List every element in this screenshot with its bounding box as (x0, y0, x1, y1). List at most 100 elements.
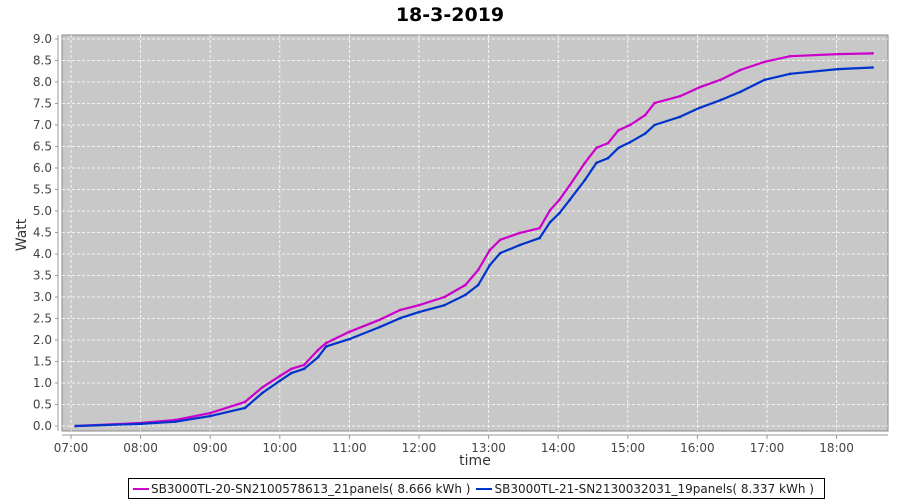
data-point (302, 363, 306, 367)
data-point (443, 295, 446, 299)
data-point (290, 371, 293, 375)
x-tick-label: 16:00 (680, 441, 715, 455)
data-point (302, 367, 306, 371)
data-point (698, 85, 702, 89)
data-point (617, 128, 620, 132)
legend: SB3000TL-20-SN2100578613_21panels( 8.666… (128, 478, 825, 499)
data-point (464, 293, 467, 297)
x-tick-label: 15:00 (611, 441, 646, 455)
data-point (498, 251, 502, 255)
data-point (653, 101, 656, 105)
legend-item: SB3000TL-20-SN2100578613_21panels( 8.666… (133, 482, 470, 496)
y-tick-label: 8.5 (33, 54, 52, 68)
data-point (348, 337, 351, 341)
x-tick-label: 10:00 (263, 441, 298, 455)
y-tick-label: 1.5 (33, 355, 52, 369)
y-tick-label: 0.0 (33, 419, 52, 433)
y-tick-label: 7.0 (33, 118, 52, 132)
data-point (399, 316, 402, 320)
x-tick-label: 18:00 (819, 441, 854, 455)
data-point (788, 54, 792, 58)
data-point (174, 420, 177, 424)
data-point (558, 198, 561, 202)
data-point (606, 141, 610, 145)
x-tick-label: 09:00 (193, 441, 228, 455)
x-tick-label: 17:00 (750, 441, 785, 455)
data-point (399, 308, 402, 312)
data-point (617, 146, 620, 150)
data-point (788, 72, 792, 76)
data-point (324, 345, 328, 348)
data-point (538, 226, 541, 230)
y-tick-label: 3.0 (33, 290, 52, 304)
legend-item: SB3000TL-21-SN2130032031_19panels( 8.337… (476, 481, 814, 496)
y-tick-label: 5.0 (33, 204, 52, 218)
data-point (316, 348, 320, 352)
y-tick-label: 6.5 (33, 140, 52, 154)
data-point (417, 310, 421, 314)
x-tick-label: 13:00 (471, 441, 506, 455)
data-point (290, 367, 293, 371)
y-tick-label: 2.0 (33, 333, 52, 347)
y-tick-label: 1.0 (33, 376, 52, 390)
data-point (518, 231, 522, 235)
data-point (678, 115, 682, 119)
data-point (583, 161, 587, 165)
data-point (488, 248, 492, 252)
data-point (443, 303, 446, 307)
y-tick-label: 9.0 (33, 32, 52, 46)
series-line-1 (75, 52, 873, 428)
data-point (208, 411, 212, 415)
data-point (836, 52, 840, 56)
data-point (871, 52, 874, 55)
y-tick-label: 4.5 (33, 226, 52, 240)
data-point (538, 236, 541, 240)
data-point (74, 424, 77, 428)
y-tick-label: 2.5 (33, 312, 52, 326)
y-tick-label: 0.5 (33, 398, 52, 412)
data-point (643, 113, 647, 117)
data-point (548, 208, 552, 212)
data-point (488, 263, 492, 267)
y-tick-label: 4.0 (33, 247, 52, 261)
data-point (278, 374, 282, 378)
data-point (678, 94, 682, 98)
x-axis-label: time (459, 453, 491, 469)
x-tick-label: 14:00 (541, 441, 576, 455)
chart-title: 18-3-2019 (396, 4, 504, 26)
data-point (518, 243, 522, 247)
data-point (719, 98, 722, 102)
y-tick-label: 7.5 (33, 97, 52, 111)
data-point (763, 60, 766, 64)
legend-swatch (476, 487, 493, 490)
legend-label: SB3000TL-20-SN2100578613_21panels( 8.666… (151, 481, 471, 496)
data-point (243, 400, 247, 404)
data-point (139, 422, 142, 426)
legend-label: SB3000TL-21-SN2130032031_19panels( 8.337… (494, 481, 814, 496)
legend-swatch (133, 487, 149, 490)
data-point (348, 330, 351, 334)
data-point (568, 198, 572, 202)
data-point (628, 123, 632, 127)
data-point (739, 68, 742, 72)
data-point (739, 90, 742, 94)
y-tick-label: 5.5 (33, 183, 52, 197)
data-point (316, 355, 320, 359)
data-point (583, 178, 587, 182)
data-point (476, 283, 480, 287)
data-point (464, 283, 467, 287)
data-point (606, 156, 610, 160)
data-point (378, 325, 381, 329)
data-point (498, 238, 502, 242)
y-tick-label: 3.5 (33, 269, 52, 283)
data-point (243, 406, 247, 410)
series-line-2 (75, 66, 873, 428)
data-point (548, 220, 552, 224)
data-point (417, 303, 421, 307)
data-point (261, 386, 264, 389)
data-point (698, 106, 702, 110)
data-point (763, 78, 766, 82)
data-point (628, 140, 632, 144)
data-point (595, 146, 598, 150)
